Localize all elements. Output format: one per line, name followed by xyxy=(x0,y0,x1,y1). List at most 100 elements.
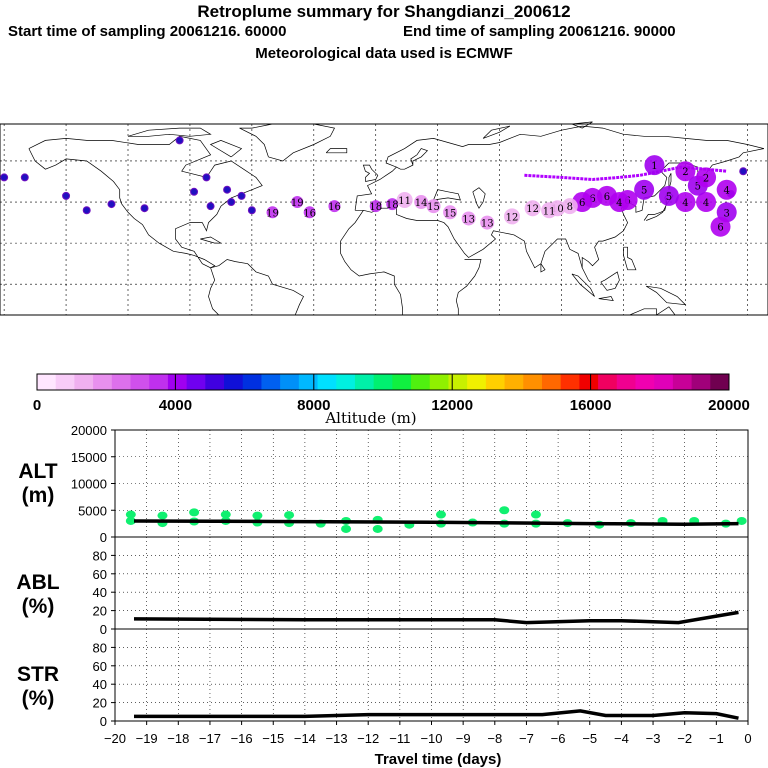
colorbar-swatch xyxy=(411,374,431,390)
altitude-colorbar: 0 4000 8000 12000 16000 20000 Altitude (m) xyxy=(33,373,750,427)
colorbar-swatch xyxy=(616,374,636,390)
x-tick-label: −18 xyxy=(167,731,189,746)
panel-label: ABL xyxy=(16,571,59,594)
plume-day-label: 13 xyxy=(462,214,475,225)
plume-circle xyxy=(541,202,558,219)
x-tick-label: −9 xyxy=(456,731,471,746)
coastline xyxy=(623,246,637,271)
x-axis-label: Travel time (days) xyxy=(375,751,502,768)
met-data-label: Meteorological data used is ECMWF xyxy=(255,45,513,62)
map-coastlines xyxy=(28,121,764,316)
y-tick-label: 40 xyxy=(93,585,107,600)
panel-unit: (%) xyxy=(22,595,55,618)
plume-day-label: 19 xyxy=(266,208,279,219)
plume-circle xyxy=(266,206,279,219)
alt-point xyxy=(341,524,352,533)
colorbar-swatch xyxy=(579,374,599,390)
x-tick-label: −16 xyxy=(231,731,253,746)
colorbar-swatch xyxy=(317,374,337,390)
colorbar-tick-label: 8000 xyxy=(297,397,330,414)
colorbar-swatch xyxy=(298,374,319,390)
alt-point xyxy=(189,508,200,517)
plume-circle xyxy=(696,192,717,213)
plume-circle xyxy=(303,206,316,219)
x-tick-label: −13 xyxy=(326,731,348,746)
plume-point-high xyxy=(202,173,211,182)
coastline xyxy=(396,148,429,170)
colorbar-swatch xyxy=(373,374,393,390)
colorbar-swatch xyxy=(560,374,580,390)
trajectory-line xyxy=(524,165,727,182)
plume-day-label: 6 xyxy=(717,223,723,234)
plume-circle xyxy=(414,195,429,210)
colorbar-swatch xyxy=(654,374,674,390)
plume-point-high xyxy=(190,187,199,196)
colorbar-swatch xyxy=(167,374,188,390)
colorbar-swatch xyxy=(55,374,75,390)
y-tick-label: 0 xyxy=(100,714,107,729)
plume-day-label: 2 xyxy=(703,173,709,184)
colorbar-swatch xyxy=(354,374,375,390)
colorbar-tick-label: 20000 xyxy=(708,397,750,414)
plume-day-label: 5 xyxy=(695,182,701,193)
y-tick-label: 15000 xyxy=(71,450,107,465)
y-tick-label: 0 xyxy=(100,622,107,637)
plume-day-label: 12 xyxy=(506,212,519,223)
y-tick-label: 80 xyxy=(93,640,107,655)
plume-day-label: 11 xyxy=(543,206,556,217)
plume-point-high xyxy=(247,206,256,215)
x-tick-label: −11 xyxy=(389,731,410,746)
colorbar-swatch xyxy=(691,374,711,390)
plume-point-high xyxy=(62,191,71,200)
plume-circle xyxy=(644,155,665,176)
panel-unit: (m) xyxy=(22,484,55,507)
plume-day-label: 1 xyxy=(651,161,657,172)
colorbar-swatch xyxy=(485,374,506,390)
x-tick-label: −7 xyxy=(519,731,534,746)
y-tick-label: 10000 xyxy=(71,477,107,492)
coastline xyxy=(28,135,263,269)
colorbar-swatch xyxy=(710,374,730,390)
plume-point-high xyxy=(227,198,236,207)
x-tick-label: −2 xyxy=(677,731,692,746)
coastline xyxy=(209,140,243,158)
plume-point-high xyxy=(107,200,116,209)
plume-circle xyxy=(696,167,717,188)
plume-circle xyxy=(396,191,413,208)
colorbar-swatch xyxy=(93,374,113,390)
alt-point xyxy=(157,511,168,520)
coastline xyxy=(355,207,583,269)
coastline xyxy=(433,189,461,201)
plume-point-high xyxy=(0,173,9,182)
coastline xyxy=(472,187,486,209)
colorbar-swatch xyxy=(598,374,618,390)
plume-day-label: 15 xyxy=(444,208,457,219)
coastline xyxy=(609,306,676,316)
colorbar-swatch xyxy=(467,374,487,390)
alt-point xyxy=(284,511,295,520)
panel-label: STR xyxy=(17,663,59,686)
plume-circle xyxy=(443,205,458,220)
plume-day-label: 8 xyxy=(567,202,573,213)
colorbar-swatch xyxy=(504,374,524,390)
colorbar-swatch xyxy=(429,374,449,390)
x-tick-label: −3 xyxy=(646,731,661,746)
panel-label: ALT xyxy=(18,460,57,483)
plume-circle xyxy=(561,198,578,215)
y-tick-label: 0 xyxy=(100,530,107,545)
plume-circle xyxy=(369,200,382,213)
x-tick-label: −1 xyxy=(709,731,724,746)
colorbar-swatch xyxy=(111,374,132,390)
plume-day-label: 19 xyxy=(291,198,304,209)
alt-point xyxy=(736,516,747,525)
plume-point-high xyxy=(140,204,149,213)
coastline xyxy=(598,296,614,302)
colorbar-swatch xyxy=(541,374,562,390)
plume-circle xyxy=(716,179,737,200)
coastline xyxy=(668,173,672,190)
start-sampling-label: Start time of sampling 20061216. 60000 xyxy=(8,23,287,40)
x-tick-label: −20 xyxy=(104,731,126,746)
chart-title: Retroplume summary for Shangdianzi_20061… xyxy=(197,2,571,21)
alt-mean-line xyxy=(133,519,739,526)
plume-day-label: 18 xyxy=(386,200,399,211)
